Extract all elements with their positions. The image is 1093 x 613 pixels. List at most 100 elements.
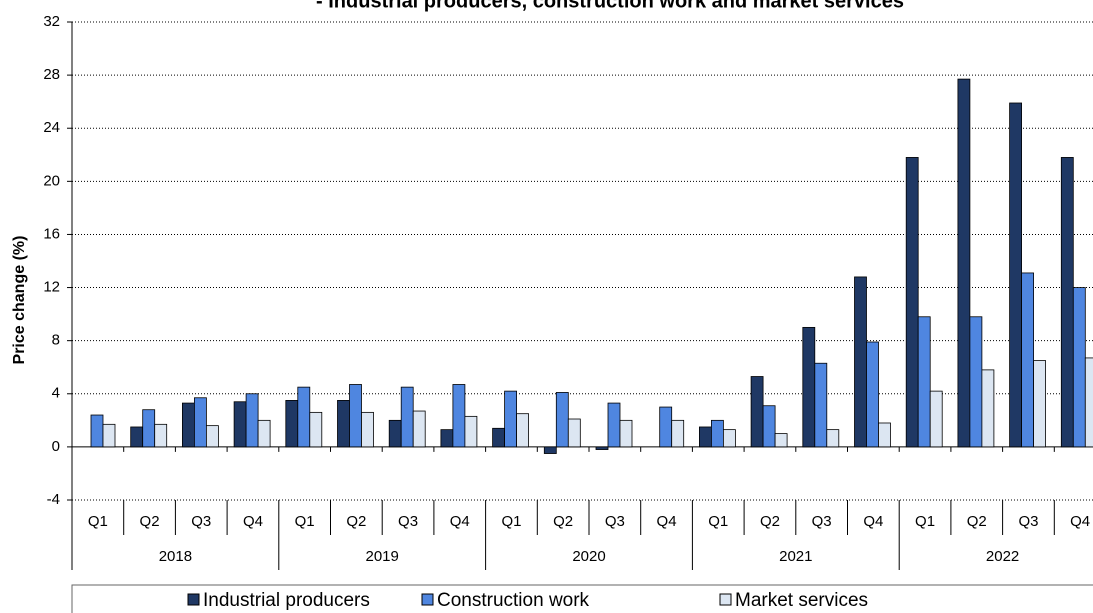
x-tick-label: Q4 (657, 513, 677, 530)
x-tick-label: Q1 (501, 513, 521, 530)
bar (257, 419, 271, 448)
bar (1009, 102, 1022, 448)
y-tick-label: 12 (43, 279, 60, 296)
group-label: 2019 (366, 548, 399, 565)
bar (854, 276, 867, 448)
bar (492, 427, 506, 448)
bar (361, 411, 374, 448)
x-tick-label: Q2 (140, 513, 160, 530)
bar (452, 384, 466, 448)
bar (245, 393, 259, 448)
legend-swatch (421, 593, 434, 606)
bar (555, 392, 569, 448)
bar (814, 362, 828, 448)
bar (981, 369, 995, 448)
chart-title: - Industrial producers, construction wor… (316, 0, 904, 12)
group-label: 2022 (986, 548, 1019, 565)
legend-box (71, 584, 1093, 613)
legend-label: Industrial producers (203, 590, 370, 611)
bar (607, 402, 621, 448)
bar (659, 406, 673, 448)
bar (802, 326, 816, 448)
legend-label: Market services (735, 590, 868, 611)
bar (929, 390, 943, 448)
x-tick-label: Q2 (346, 513, 366, 530)
bar (762, 405, 776, 448)
bar (154, 423, 168, 448)
bar (388, 419, 402, 448)
bar (723, 429, 736, 448)
bar (181, 402, 195, 448)
bar (1021, 272, 1034, 448)
x-tick-label: Q2 (967, 513, 987, 530)
bar (504, 390, 518, 448)
y-tick-label: 28 (43, 66, 60, 83)
x-tick-label: Q3 (605, 513, 625, 530)
bar (826, 429, 840, 448)
x-tick-label: Q1 (295, 513, 315, 530)
y-tick-label: 24 (43, 119, 60, 136)
bar (516, 413, 529, 448)
bar (866, 341, 879, 448)
bar (90, 414, 104, 448)
x-tick-label: Q1 (708, 513, 728, 530)
x-tick-label: Q4 (863, 513, 883, 530)
legend-swatch (187, 593, 200, 606)
y-tick-label: 32 (43, 13, 60, 30)
bar (440, 429, 454, 448)
bar (285, 400, 299, 448)
bar (699, 426, 712, 448)
legend-swatch (719, 593, 732, 606)
bar (337, 400, 350, 448)
bar (464, 415, 478, 448)
bar (917, 316, 931, 448)
x-tick-label: Q4 (243, 513, 263, 530)
x-tick-label: Q4 (1070, 513, 1090, 530)
bar (309, 411, 323, 448)
y-axis-label: Price change (%) (11, 236, 28, 365)
bar (957, 78, 971, 448)
group-label: 2018 (159, 548, 192, 565)
bar (750, 376, 764, 448)
bar (711, 419, 724, 448)
bar (567, 418, 581, 448)
x-tick-label: Q3 (812, 513, 832, 530)
bar (297, 386, 311, 448)
group-label: 2020 (572, 548, 605, 565)
bar (142, 409, 156, 448)
bar (102, 423, 116, 448)
y-tick-label: 16 (43, 225, 60, 242)
bar (1033, 360, 1046, 448)
bar (193, 397, 207, 448)
bar (619, 419, 633, 448)
y-tick-label: 4 (52, 385, 60, 402)
x-tick-label: Q1 (915, 513, 935, 530)
bar (543, 446, 557, 454)
bar (349, 384, 362, 448)
bar (412, 410, 426, 448)
bar (969, 316, 983, 448)
bar (774, 433, 788, 448)
bar (595, 446, 609, 450)
x-tick-label: Q3 (191, 513, 211, 530)
y-tick-label: 8 (52, 332, 60, 349)
group-label: 2021 (779, 548, 812, 565)
bar (400, 386, 414, 448)
y-tick-label: -4 (47, 491, 60, 508)
x-tick-label: Q2 (553, 513, 573, 530)
x-tick-label: Q3 (1018, 513, 1038, 530)
y-tick-label: 0 (52, 438, 60, 455)
bar (130, 426, 144, 448)
x-tick-label: Q3 (398, 513, 418, 530)
y-tick-label: 20 (43, 172, 60, 189)
bar (1072, 287, 1086, 448)
bar (205, 425, 219, 448)
bar (1084, 357, 1093, 448)
bar (878, 422, 891, 448)
x-tick-label: Q1 (88, 513, 108, 530)
bar (671, 419, 685, 448)
bar (905, 157, 919, 448)
x-tick-label: Q2 (760, 513, 780, 530)
bar (1060, 157, 1074, 448)
